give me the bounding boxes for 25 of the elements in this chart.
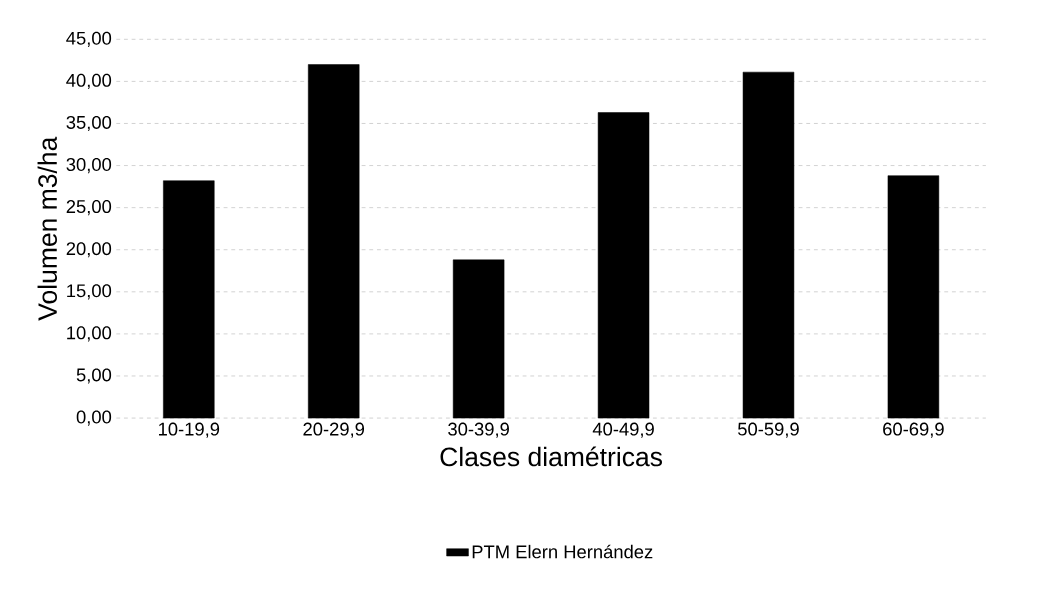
legend-label: PTM Elern Hernández bbox=[472, 544, 653, 559]
y-tick-label: 45,00 bbox=[66, 31, 112, 47]
x-tick-label: 60-69,9 bbox=[883, 422, 944, 438]
bar bbox=[452, 259, 505, 419]
y-tick-label: 10,00 bbox=[67, 326, 112, 342]
y-tick-label: 25,00 bbox=[66, 199, 112, 216]
x-tick-label: 30-39,9 bbox=[448, 422, 509, 438]
y-tick-label: 5,00 bbox=[76, 368, 112, 384]
y-tick-label: 35,00 bbox=[66, 115, 112, 131]
x-axis-title: Clases diamétricas bbox=[440, 446, 662, 467]
bar bbox=[308, 64, 360, 419]
x-tick-label: 40-49,9 bbox=[592, 422, 654, 438]
bar bbox=[163, 180, 215, 419]
x-tick-label: 10-19,9 bbox=[159, 422, 220, 438]
x-tick-label: 50-59,9 bbox=[738, 422, 799, 438]
bar bbox=[742, 71, 795, 419]
y-tick-label: 0,00 bbox=[76, 410, 112, 426]
y-axis-title: Volumen m3/ha bbox=[37, 136, 58, 321]
bar bbox=[887, 175, 940, 419]
y-tick-label: 30,00 bbox=[66, 157, 112, 173]
bar bbox=[597, 112, 650, 419]
y-tick-label: 40,00 bbox=[66, 73, 112, 89]
y-tick-label: 15,00 bbox=[67, 284, 112, 300]
x-tick-label: 20-29,9 bbox=[303, 422, 365, 438]
y-tick-label: 20,00 bbox=[66, 241, 112, 258]
